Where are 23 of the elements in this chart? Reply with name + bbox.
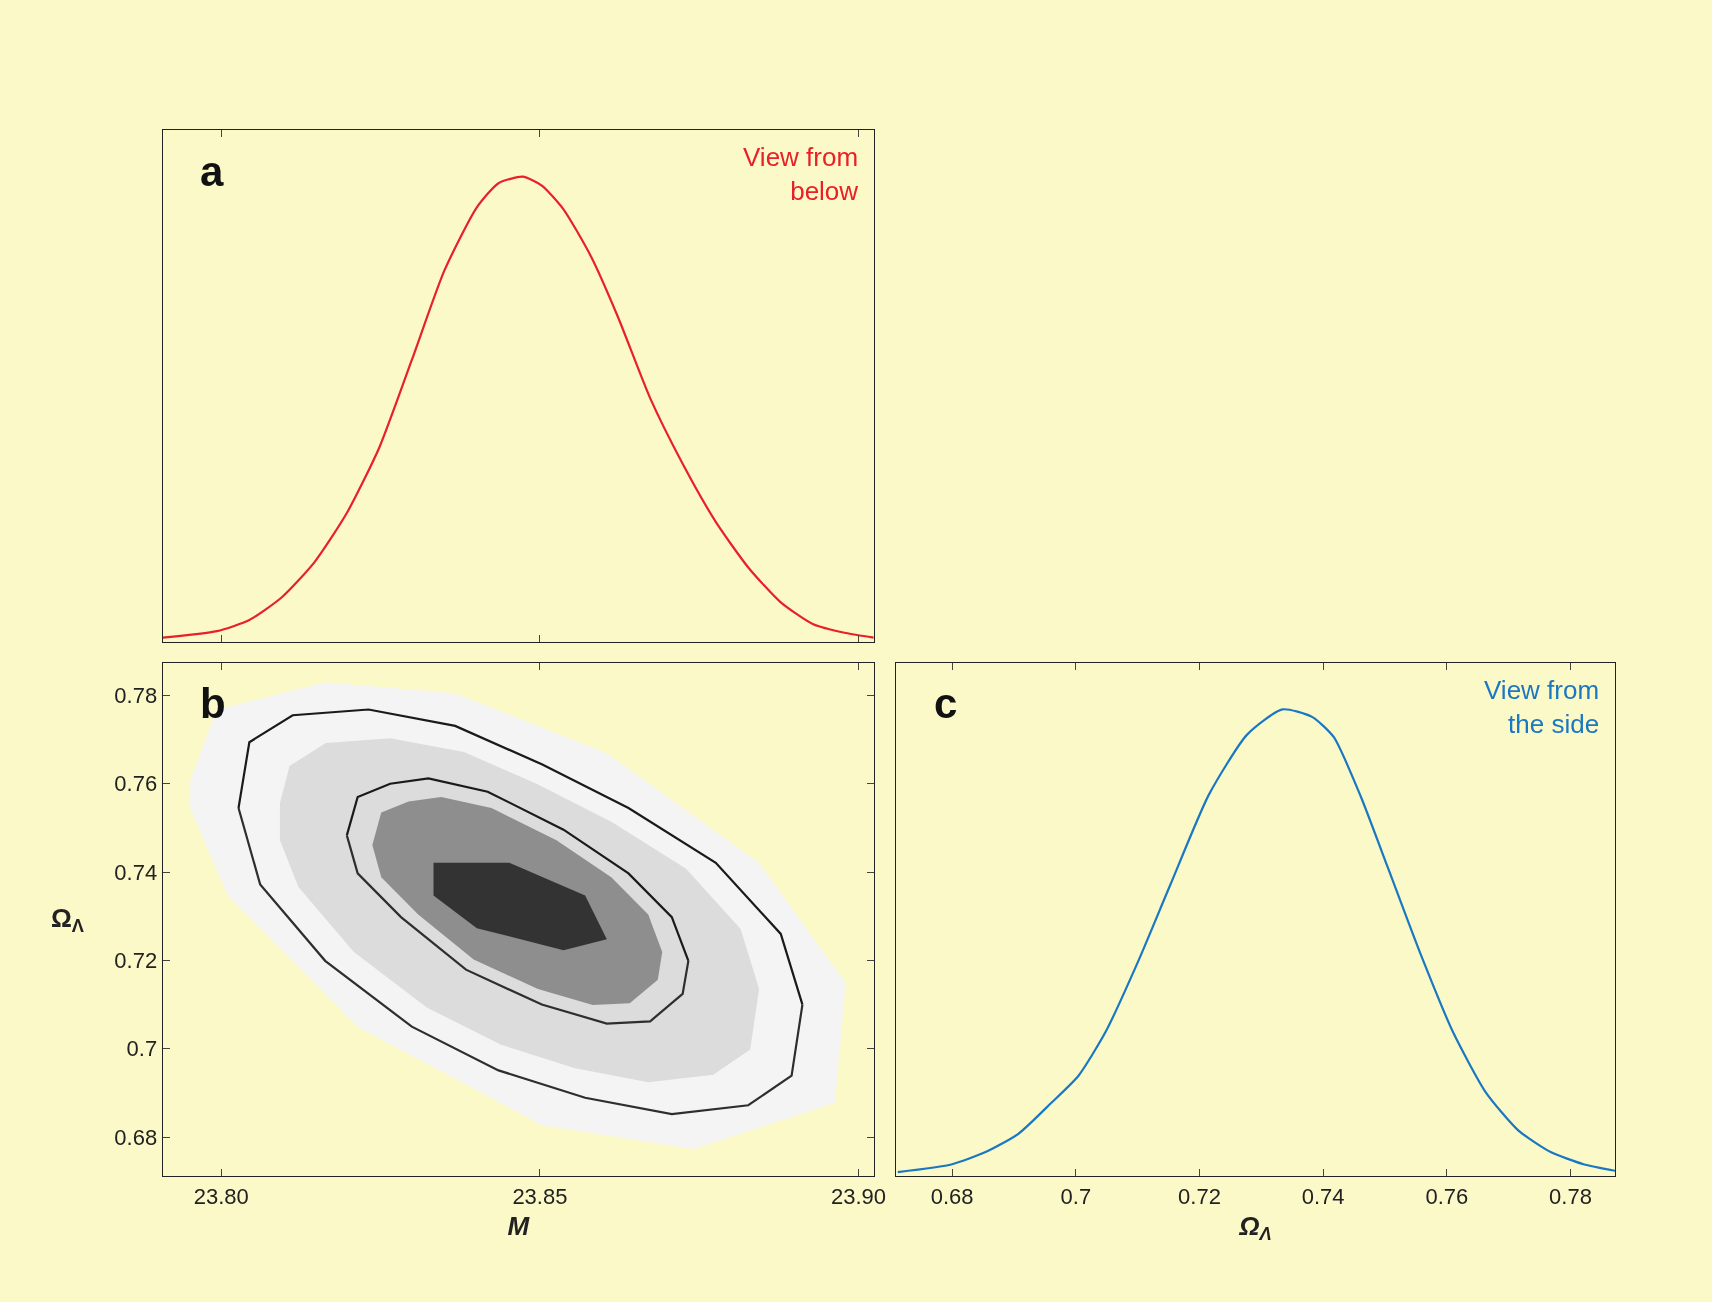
annotation: c bbox=[934, 680, 958, 727]
x-tick-label: 23.80 bbox=[193, 1183, 249, 1209]
x-tick-label: 23.90 bbox=[830, 1183, 887, 1209]
x-tick-label: 23.85 bbox=[512, 1183, 568, 1209]
y-tick-label: 0.68 bbox=[114, 1124, 158, 1150]
y-tick-label: 0.78 bbox=[114, 683, 158, 709]
annotation: View from the side bbox=[1484, 675, 1600, 739]
x-tick-label: 0.78 bbox=[1549, 1183, 1592, 1209]
annotation: a bbox=[200, 148, 224, 195]
y-tick-label: 0.7 bbox=[126, 1036, 158, 1062]
annotation: b bbox=[200, 680, 226, 727]
x-tick-label: 0.7 bbox=[1060, 1183, 1092, 1209]
x-axis-title: M bbox=[507, 1210, 531, 1241]
y-tick-label: 0.72 bbox=[114, 948, 158, 974]
x-tick-label: 0.74 bbox=[1301, 1183, 1345, 1209]
annotation: View from below bbox=[743, 142, 859, 206]
y-tick-label: 0.74 bbox=[114, 859, 158, 885]
x-tick-label: 0.72 bbox=[1178, 1183, 1221, 1209]
x-axis-title: Ω$_{Λ}$ bbox=[1238, 1210, 1272, 1245]
x-tick-label: 0.68 bbox=[930, 1183, 974, 1209]
y-axis-title: Ω$_{Λ}$ bbox=[51, 903, 84, 937]
x-tick-label: 0.76 bbox=[1425, 1183, 1469, 1209]
y-tick-label: 0.76 bbox=[114, 771, 158, 797]
